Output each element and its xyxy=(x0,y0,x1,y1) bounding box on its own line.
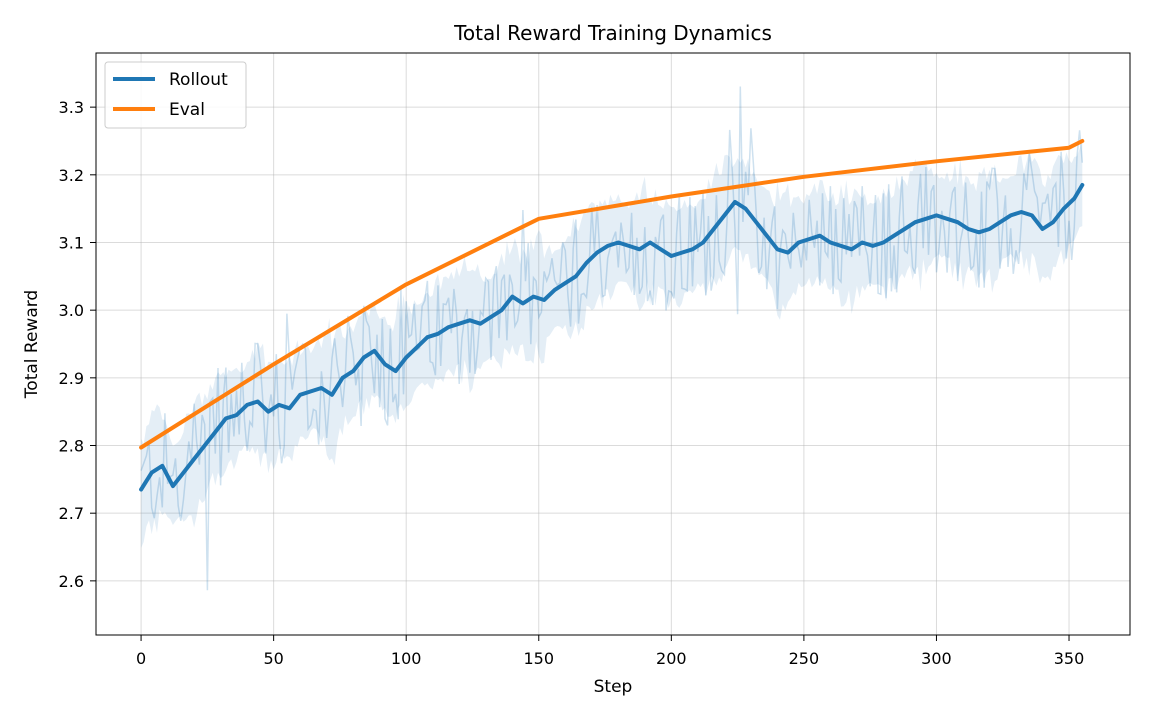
x-tick-label: 300 xyxy=(921,649,952,668)
y-tick-label: 2.8 xyxy=(59,437,84,456)
plot-frame xyxy=(95,52,1131,636)
x-tick-label: 0 xyxy=(136,649,146,668)
chart-title: Total Reward Training Dynamics xyxy=(453,21,772,45)
y-axis-title: Total Reward xyxy=(22,290,42,399)
y-tick-label: 3.1 xyxy=(59,233,84,252)
rollout-band-area xyxy=(141,140,1083,548)
series-lines xyxy=(139,139,1085,492)
legend-label-rollout: Rollout xyxy=(169,70,228,90)
rollout-variance-band xyxy=(141,140,1083,548)
x-tick-label: 350 xyxy=(1054,649,1085,668)
x-axis-title: Step xyxy=(594,677,633,697)
y-tick-label: 2.7 xyxy=(59,504,84,523)
x-tick-label: 250 xyxy=(789,649,820,668)
legend: Rollout Eval xyxy=(104,61,247,129)
x-tick-label: 150 xyxy=(523,649,554,668)
y-tick-label: 3.0 xyxy=(59,301,84,320)
x-tick-label: 50 xyxy=(263,649,283,668)
x-tick-label: 200 xyxy=(656,649,687,668)
y-tick-label: 3.3 xyxy=(59,98,84,117)
legend-label-eval: Eval xyxy=(169,100,205,120)
series-line-eval xyxy=(139,139,1085,450)
axis-ticks: 0 50 100 150 200 250 300 350 2.6 2.7 2.8 2.9 3.0 3.1 3… xyxy=(59,98,1085,668)
y-tick-label: 2.6 xyxy=(59,572,84,591)
x-tick-label: 100 xyxy=(391,649,422,668)
y-tick-label: 2.9 xyxy=(59,369,84,388)
series-line-rollout xyxy=(139,183,1085,492)
y-tick-label: 3.2 xyxy=(59,166,84,185)
